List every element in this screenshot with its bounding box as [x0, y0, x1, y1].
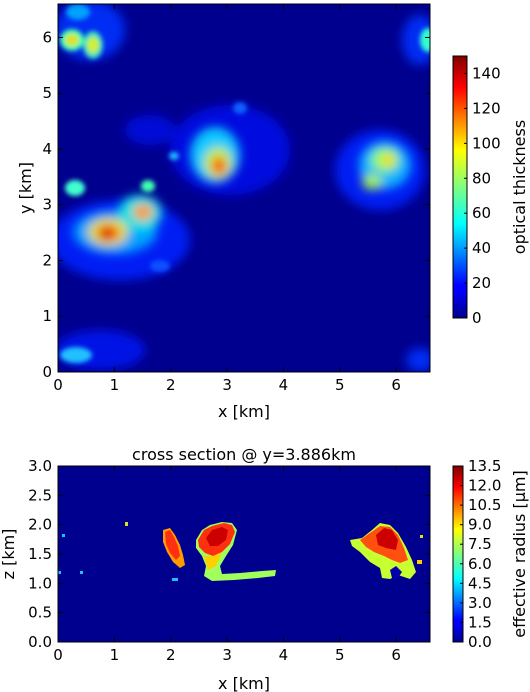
- bot1-x-tick-label: 4: [279, 646, 289, 664]
- top-y-axis-label: y [km]: [16, 162, 35, 214]
- bottom-y-axis-label: z [km]: [0, 529, 18, 580]
- colorbar-effective-radius-tick-label: 9.0: [468, 516, 492, 534]
- top0-x-tick-label: 3: [222, 376, 232, 394]
- colorbar-effective-radius-tick-label: 1.5: [468, 613, 492, 631]
- colorbar-optical-thickness-tick-label: 120: [472, 99, 501, 117]
- bot1-y-tick-label: 2.5: [28, 486, 52, 504]
- colorbar-optical-thickness-tick-label: 40: [472, 239, 491, 257]
- cross-section-title: cross section @ y=3.886km: [132, 445, 356, 464]
- colorbar-optical-thickness-tick-label: 60: [472, 204, 491, 222]
- bot1-y-tick-label: 3.0: [28, 457, 52, 475]
- bottom-x-axis: 0 1 2 3 4 5 6: [53, 466, 401, 664]
- colorbar-optical-thickness-tick-label: 0: [472, 309, 482, 327]
- colorbar-effective-radius-tick-label: 4.5: [468, 574, 492, 592]
- top0-y-tick-label: 5: [42, 84, 52, 102]
- bot1-x-tick-label: 3: [222, 646, 232, 664]
- bot1-y-tick-label: 1.0: [28, 574, 52, 592]
- top0-y-tick-label: 0: [42, 363, 52, 381]
- top-y-axis: 0 1 2 3 4 5 6: [42, 28, 430, 381]
- top0-x-tick-label: 6: [391, 376, 401, 394]
- bot1-x-tick-label: 2: [166, 646, 176, 664]
- bot1-x-tick-label: 0: [53, 646, 63, 664]
- colorbar-optical-thickness-gradient: [452, 55, 468, 319]
- colorbar-effective-radius-ticks: 0.0 1.53.0 4.56.0 7.59.0 10.512.0 13.5: [460, 457, 501, 651]
- colorbar-effective-radius: 0.0 1.53.0 4.56.0 7.59.0 10.512.0 13.5 effect…: [452, 457, 529, 651]
- colorbar-optical-thickness: 0 20 40 60 80 100 120 140 optical thickness: [452, 55, 529, 327]
- colorbar-effective-radius-tick-label: 7.5: [468, 535, 492, 553]
- bot1-x-tick-label: 5: [335, 646, 345, 664]
- colorbar-effective-radius-tick-label: 13.5: [468, 457, 501, 475]
- colorbar-optical-thickness-ticks: 0 20 40 60 80 100 120 140: [464, 64, 501, 327]
- heatmap-effective-radius: [57, 465, 431, 643]
- bot1-x-tick-label: 1: [110, 646, 120, 664]
- colorbar-effective-radius-tick-label: 12.0: [468, 477, 501, 495]
- top-x-axis-label: x [km]: [218, 402, 270, 421]
- heatmap-frame: [57, 3, 431, 373]
- bot1-y-tick-label: 2.0: [28, 516, 52, 534]
- colorbar-effective-radius-tick-label: 6.0: [468, 555, 492, 573]
- bot1-x-tick-label: 6: [391, 646, 401, 664]
- cross-section-cloud-fields: [58, 522, 423, 581]
- colorbar-optical-thickness-tick-label: 20: [472, 274, 491, 292]
- colorbar-optical-thickness-tick-label: 140: [472, 64, 501, 82]
- top-x-axis: 0 1 2 3 4 5 6: [53, 4, 401, 394]
- colorbar-effective-radius-label: effective radius [μm]: [510, 470, 529, 637]
- bot1-y-tick-label: 0.5: [28, 604, 52, 622]
- bottom-x-axis-label: x [km]: [218, 674, 270, 692]
- top0-x-tick-label: 4: [279, 376, 289, 394]
- colorbar-effective-radius-gradient: [452, 465, 464, 643]
- top0-y-tick-label: 2: [42, 251, 52, 269]
- colorbar-optical-thickness-tick-label: 100: [472, 134, 501, 152]
- top0-x-tick-label: 1: [110, 376, 120, 394]
- top0-x-tick-label: 5: [335, 376, 345, 394]
- bottom-y-axis: 0.0 0.5 1.0 1.5 2.0 2.5 3.0: [28, 457, 430, 651]
- heatmap-optical-thickness: [57, 3, 431, 373]
- bot1-y-tick-label: 0.0: [28, 633, 52, 651]
- top0-y-tick-label: 1: [42, 307, 52, 325]
- top0-x-tick-label: 0: [53, 376, 63, 394]
- colorbar-effective-radius-tick-label: 10.5: [468, 496, 501, 514]
- colorbar-optical-thickness-label: optical thickness: [510, 120, 529, 254]
- colorbar-effective-radius-tick-label: 0.0: [468, 633, 492, 651]
- bot1-y-tick-label: 1.5: [28, 545, 52, 563]
- heatmap-cloud-fields: [58, 4, 430, 372]
- colorbar-optical-thickness-tick-label: 80: [472, 169, 491, 187]
- top0-y-tick-label: 6: [42, 28, 52, 46]
- top0-x-tick-label: 2: [166, 376, 176, 394]
- top0-y-tick-label: 3: [42, 196, 52, 214]
- top0-y-tick-label: 4: [42, 140, 52, 158]
- colorbar-effective-radius-tick-label: 3.0: [468, 594, 492, 612]
